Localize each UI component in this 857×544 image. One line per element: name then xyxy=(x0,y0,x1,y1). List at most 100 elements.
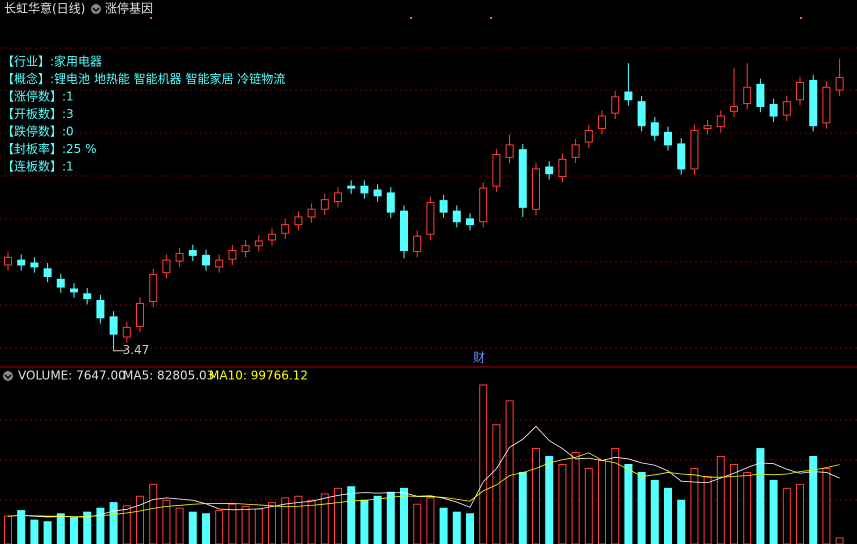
volume-bar xyxy=(492,424,501,544)
volume-bar xyxy=(571,452,580,544)
candle-body xyxy=(466,218,474,226)
candle-body xyxy=(334,192,342,203)
volume-bar xyxy=(677,499,686,544)
candle-body xyxy=(796,81,804,101)
info-line: 【行业】:家用电器 xyxy=(2,54,102,69)
volume-bar xyxy=(518,471,527,544)
candle-body xyxy=(228,250,237,260)
candle-body xyxy=(188,250,197,256)
volume-bar xyxy=(202,513,210,544)
volume-bar xyxy=(835,537,844,544)
volume-bar xyxy=(188,511,197,544)
volume-bar xyxy=(690,467,699,544)
candle-body xyxy=(677,143,686,170)
volume-bar xyxy=(96,507,105,544)
candle-body xyxy=(598,115,606,130)
volume-bar xyxy=(307,499,316,544)
volume-bar xyxy=(624,463,633,544)
volume-bar xyxy=(30,519,39,544)
candle-body xyxy=(439,200,448,213)
volume-bar xyxy=(400,487,408,544)
volume-bar xyxy=(175,507,184,544)
volume-bar xyxy=(386,491,395,544)
candle-body xyxy=(347,185,356,189)
volume-bar xyxy=(796,483,804,544)
volume-bar xyxy=(611,448,620,544)
candle-body xyxy=(611,96,620,114)
candle-body xyxy=(782,101,791,116)
candle-body xyxy=(268,233,276,241)
volume-bar xyxy=(650,479,659,544)
candle-body xyxy=(70,288,78,293)
candle-body xyxy=(756,83,765,107)
info-line: 【连板数】:1 xyxy=(2,159,74,174)
candle-body xyxy=(492,153,501,187)
volume-bar xyxy=(4,515,12,544)
candle-body xyxy=(373,189,382,197)
volume-bar xyxy=(109,502,118,544)
volume-bar xyxy=(756,448,765,544)
candle-body xyxy=(360,185,369,194)
volume-bar xyxy=(452,511,461,544)
volume-bar xyxy=(413,503,422,544)
candle-body xyxy=(109,316,118,335)
candle-body xyxy=(532,168,540,210)
candle-body xyxy=(96,300,105,319)
volume-bar xyxy=(70,517,78,544)
chart-title: 长虹华意(日线) xyxy=(4,1,85,16)
volume-bar xyxy=(426,497,435,544)
volume-bar xyxy=(241,506,250,544)
candle-body xyxy=(558,158,567,178)
volume-bar xyxy=(334,487,342,544)
candle-body xyxy=(730,105,738,112)
candle-body xyxy=(122,326,131,338)
volume-bar xyxy=(716,456,725,544)
volume-bar xyxy=(439,507,448,544)
volume-bar xyxy=(268,502,276,544)
volume-bar xyxy=(505,400,514,544)
volume-bar xyxy=(360,499,369,544)
candle-body xyxy=(690,129,699,170)
candle-body xyxy=(43,268,52,277)
candle-body xyxy=(743,86,752,105)
volume-bar xyxy=(743,471,752,544)
dropdown-icon[interactable] xyxy=(3,371,13,381)
info-line: 【封板率】:25 % xyxy=(2,141,97,156)
candle-body xyxy=(17,259,26,266)
candle-body xyxy=(703,125,712,130)
info-line: 【开板数】:3 xyxy=(2,106,74,121)
candle-body xyxy=(175,252,184,262)
volume-bar xyxy=(136,495,144,544)
volume-bar xyxy=(703,475,712,544)
volume-bar xyxy=(17,510,26,544)
candle-body xyxy=(386,192,395,213)
dropdown-icon[interactable] xyxy=(91,4,101,14)
volume-bar xyxy=(254,508,263,544)
chart-subtitle[interactable]: 涨停基因 xyxy=(105,1,153,16)
candle-body xyxy=(162,259,171,274)
volume-bar xyxy=(479,384,488,544)
candle-body xyxy=(413,235,422,253)
candle-body xyxy=(518,149,527,208)
ma-line xyxy=(7,452,840,518)
event-label: 财 xyxy=(473,351,485,365)
ma10-header: MA10: 99766.12 xyxy=(209,369,308,383)
candle-body xyxy=(400,210,408,252)
event-dots xyxy=(150,17,802,19)
volume-bar xyxy=(782,487,791,544)
candle-body xyxy=(320,199,329,210)
info-line: 【概念】:锂电池 地热能 智能机器 智能家居 冷链物流 xyxy=(2,71,285,86)
candle-body xyxy=(664,131,672,146)
volume-bar xyxy=(320,493,329,544)
volume-bar xyxy=(769,479,778,544)
low-pointer xyxy=(113,344,126,352)
candle-body xyxy=(716,115,725,128)
candle-body xyxy=(215,259,224,268)
candle-body xyxy=(136,302,144,327)
candle-body xyxy=(307,208,316,218)
candle-body xyxy=(769,104,778,117)
candle-body xyxy=(426,202,435,235)
candle-body xyxy=(202,254,210,266)
volume-bar xyxy=(56,513,65,544)
